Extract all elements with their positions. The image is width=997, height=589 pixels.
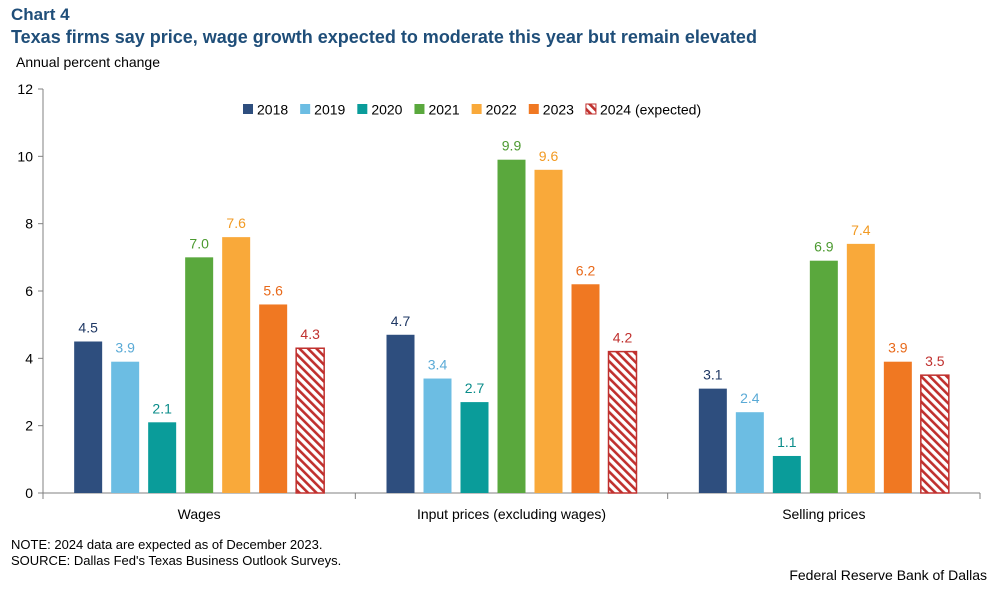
bar bbox=[74, 341, 103, 493]
bar-value-label: 3.9 bbox=[888, 340, 908, 356]
bar-value-label: 4.7 bbox=[391, 313, 411, 329]
y-tick-label: 0 bbox=[25, 485, 33, 501]
footer-source: SOURCE: Dallas Fed's Texas Business Outl… bbox=[11, 553, 342, 568]
bar-value-label: 7.0 bbox=[189, 235, 209, 251]
source-credit: Federal Reserve Bank of Dallas bbox=[789, 567, 987, 583]
bar bbox=[497, 159, 526, 493]
bar bbox=[259, 304, 288, 493]
bar-value-label: 4.5 bbox=[78, 320, 98, 336]
legend-swatch bbox=[357, 104, 368, 114]
legend-label: 2018 bbox=[257, 102, 288, 118]
bar bbox=[222, 237, 251, 493]
y-tick-label: 6 bbox=[25, 283, 33, 299]
bar bbox=[607, 350, 638, 494]
legend-label: 2021 bbox=[428, 102, 459, 118]
bar-value-label: 2.7 bbox=[465, 380, 485, 396]
chart-bars bbox=[74, 159, 950, 494]
legend-swatch bbox=[414, 104, 425, 114]
x-category-label: Input prices (excluding wages) bbox=[417, 506, 606, 522]
x-category-label: Selling prices bbox=[782, 506, 865, 522]
bar bbox=[735, 412, 764, 493]
bar-value-label: 6.2 bbox=[576, 262, 596, 278]
legend-swatch bbox=[471, 104, 482, 114]
bar-value-label: 3.9 bbox=[115, 340, 135, 356]
legend-label: 2020 bbox=[371, 102, 402, 118]
legend-label: 2024 (expected) bbox=[600, 102, 701, 118]
legend-swatch bbox=[528, 104, 539, 114]
legend-swatch bbox=[243, 104, 253, 114]
bar bbox=[148, 422, 177, 493]
data-labels: 4.5 4.7 3.1 3.9 3.4 2.4 2.1 2.7 1.1 7.0 9.9 6.9 7.6 9… bbox=[78, 138, 944, 450]
bar-value-label: 4.2 bbox=[613, 330, 633, 346]
legend-swatch bbox=[300, 104, 311, 114]
bar-value-label: 2.4 bbox=[740, 390, 760, 406]
bar-value-label: 3.1 bbox=[703, 367, 723, 383]
y-tick-label: 12 bbox=[17, 81, 33, 97]
legend-label: 2022 bbox=[486, 102, 517, 118]
bar bbox=[809, 260, 838, 493]
chart-number-label: Chart 4 bbox=[11, 5, 70, 24]
legend-swatch bbox=[585, 103, 597, 115]
y-axis-unit-label: Annual percent change bbox=[16, 54, 160, 70]
bar-value-label: 3.4 bbox=[428, 357, 448, 373]
bar bbox=[846, 243, 875, 493]
bar bbox=[295, 347, 325, 494]
bar bbox=[386, 334, 415, 493]
bar-value-label: 7.6 bbox=[226, 215, 246, 231]
bar bbox=[571, 284, 600, 493]
bar bbox=[534, 169, 563, 494]
y-tick-label: 4 bbox=[25, 350, 33, 366]
chart-title: Texas firms say price, wage growth expec… bbox=[11, 27, 757, 47]
bar-value-label: 7.4 bbox=[851, 222, 871, 238]
legend-label: 2019 bbox=[314, 102, 345, 118]
bar-value-label: 1.1 bbox=[777, 434, 797, 450]
y-tick-label: 10 bbox=[17, 148, 33, 164]
footer-note: NOTE: 2024 data are expected as of Decem… bbox=[11, 537, 323, 552]
chart-legend: 2018 2019 2020 2021 2022 2023 2024 (expected) bbox=[243, 102, 701, 118]
bar-value-label: 5.6 bbox=[263, 282, 283, 298]
bar-value-label: 4.3 bbox=[300, 326, 320, 342]
bar-value-label: 2.1 bbox=[152, 400, 172, 416]
bar bbox=[920, 374, 950, 494]
bar bbox=[111, 361, 140, 493]
x-category-label: Wages bbox=[178, 506, 221, 522]
y-tick-label: 8 bbox=[25, 216, 33, 232]
bar bbox=[772, 455, 801, 493]
bar bbox=[423, 378, 452, 493]
bar-value-label: 3.5 bbox=[925, 353, 945, 369]
bar-value-label: 6.9 bbox=[814, 239, 834, 255]
bar bbox=[460, 402, 489, 493]
bar bbox=[185, 257, 214, 493]
bar bbox=[698, 388, 727, 493]
y-tick-label: 2 bbox=[25, 418, 33, 434]
legend-label: 2023 bbox=[543, 102, 574, 118]
bar-value-label: 9.6 bbox=[539, 148, 559, 164]
bar bbox=[883, 361, 912, 493]
bar-value-label: 9.9 bbox=[502, 138, 522, 154]
